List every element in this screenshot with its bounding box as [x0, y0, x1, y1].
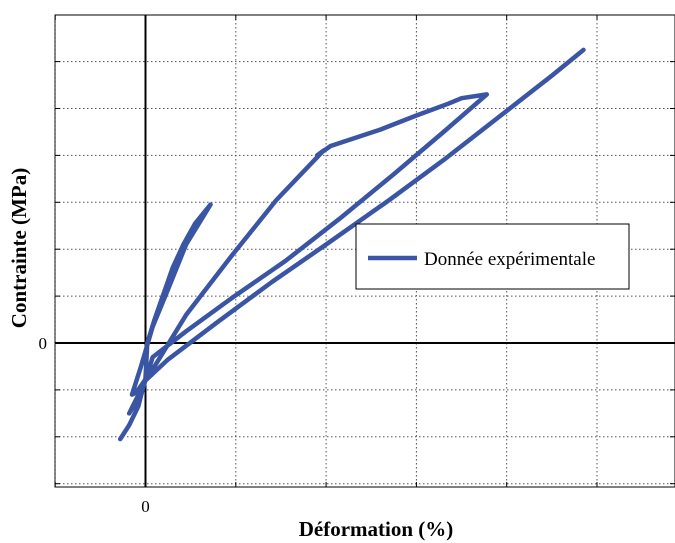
- legend-label: Donnée expérimentale: [424, 249, 595, 270]
- y-tick-label: 0: [39, 334, 48, 353]
- y-axis-title: Contrainte (MPa): [7, 168, 31, 328]
- x-axis-title: Déformation (%): [299, 517, 454, 541]
- series-line-0: [117, 47, 586, 442]
- series-group: [117, 47, 586, 442]
- tick-labels: 00: [39, 334, 150, 516]
- frame-ticks: [54, 15, 675, 487]
- legend: Donnée expérimentale: [355, 223, 630, 290]
- x-tick-label: 0: [141, 497, 150, 516]
